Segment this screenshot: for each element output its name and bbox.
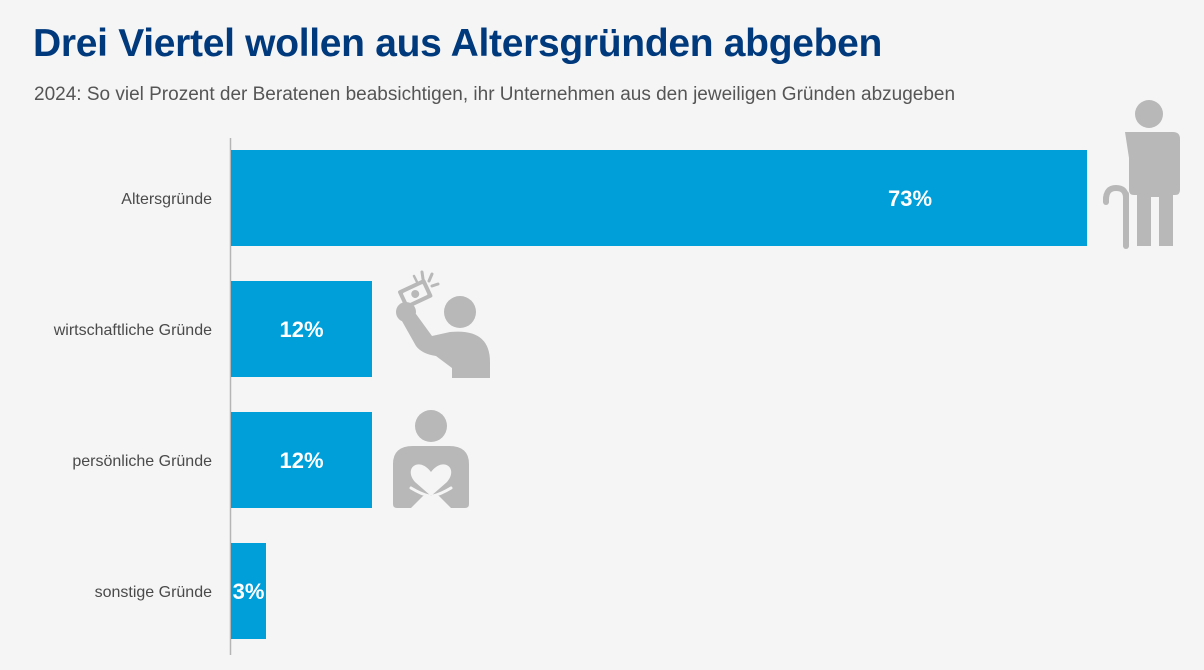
category-label: wirtschaftliche Gründe [53, 322, 212, 339]
category-label: Altersgründe [121, 191, 212, 208]
chart-subtitle: 2024: So viel Prozent der Beratenen beab… [34, 84, 956, 105]
value-label: 12% [279, 448, 323, 473]
bar [231, 281, 372, 377]
value-label: 3% [233, 579, 265, 604]
money-person-icon [392, 268, 492, 380]
category-label: sonstige Gründe [95, 584, 213, 601]
chart-title: Drei Viertel wollen aus Altersgründen ab… [33, 22, 883, 65]
value-label: 12% [279, 317, 323, 342]
value-label: 73% [888, 186, 932, 211]
elderly-person-icon [1096, 98, 1188, 250]
category-label: persönliche Gründe [72, 453, 212, 470]
heart-hands-person-icon [389, 408, 473, 512]
bar [231, 412, 372, 508]
bar [231, 150, 1087, 246]
bar [231, 543, 266, 639]
